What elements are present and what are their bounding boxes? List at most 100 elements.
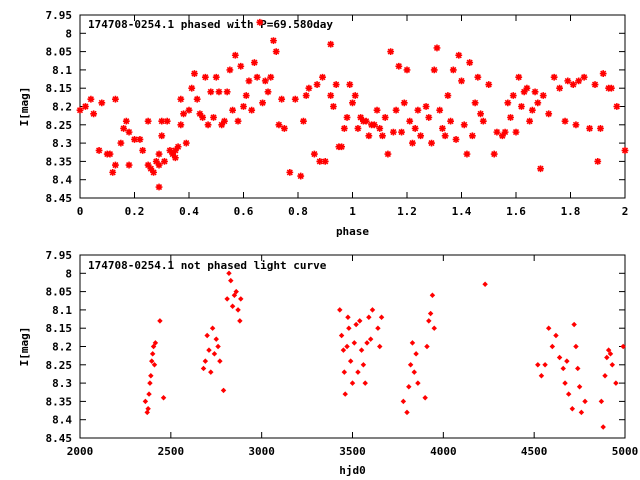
- data-point: [539, 92, 547, 99]
- data-point: [253, 73, 261, 81]
- data-point: [231, 292, 238, 298]
- data-point: [112, 95, 119, 103]
- data-point: [429, 292, 436, 298]
- data-point: [144, 409, 150, 416]
- data-point: [144, 117, 152, 125]
- data-point: [327, 40, 335, 48]
- data-point: [582, 398, 588, 405]
- data-point: [117, 139, 125, 147]
- x-tick-label: 4500: [521, 445, 548, 458]
- y-tick-label: 8.35: [46, 155, 73, 168]
- data-point: [403, 66, 411, 74]
- data-point: [286, 168, 294, 176]
- data-point: [149, 358, 155, 364]
- data-point: [373, 106, 381, 114]
- data-point: [404, 409, 410, 416]
- data-point: [366, 314, 372, 320]
- x-tick-label: 0.4: [179, 205, 199, 218]
- x-tick-label: 2: [622, 205, 629, 218]
- data-point: [490, 150, 498, 158]
- x-tick-label: 5000: [612, 445, 639, 458]
- data-point: [171, 147, 179, 154]
- data-point: [387, 48, 395, 55]
- y-tick-label: 8.15: [46, 82, 73, 95]
- data-point: [509, 92, 517, 99]
- data-point: [158, 132, 166, 140]
- data-point: [357, 114, 365, 121]
- data-point: [370, 121, 378, 129]
- data-point: [206, 347, 212, 353]
- data-point: [498, 132, 506, 140]
- data-point: [360, 362, 367, 368]
- data-point: [471, 99, 479, 107]
- data-point: [447, 117, 454, 125]
- data-point: [139, 147, 147, 154]
- y-tick-label: 8.3: [52, 377, 72, 390]
- data-point: [235, 307, 241, 313]
- data-point: [229, 303, 236, 309]
- data-point: [224, 296, 230, 302]
- data-point: [358, 347, 365, 353]
- data-point: [332, 81, 340, 88]
- data-point: [270, 37, 277, 45]
- data-point: [136, 136, 144, 143]
- data-point: [364, 340, 370, 346]
- data-point: [185, 106, 193, 114]
- data-point: [620, 343, 626, 350]
- data-point: [146, 391, 152, 397]
- data-point: [395, 62, 403, 70]
- data-point: [458, 77, 465, 85]
- data-point: [564, 358, 570, 364]
- data-point: [169, 150, 177, 158]
- data-point: [90, 110, 98, 118]
- data-point: [338, 143, 345, 151]
- data-point: [542, 362, 548, 368]
- y-tick-label: 8.4: [52, 414, 72, 427]
- data-point: [125, 128, 133, 136]
- data-point: [389, 128, 397, 136]
- y-tick-label: 8.2: [52, 341, 72, 354]
- data-point: [174, 143, 182, 151]
- data-point: [351, 92, 359, 99]
- data-point: [422, 395, 428, 401]
- x-tick-label: 0.8: [288, 205, 308, 218]
- x-tick-label: 2000: [67, 445, 94, 458]
- data-point: [210, 114, 217, 121]
- data-point: [409, 139, 416, 147]
- data-point: [362, 380, 368, 386]
- data-point: [415, 380, 421, 386]
- data-point: [518, 103, 525, 110]
- data-point: [569, 81, 577, 88]
- data-point: [199, 114, 207, 121]
- data-point: [534, 99, 542, 107]
- data-point: [479, 117, 487, 125]
- data-point: [436, 106, 444, 114]
- data-point: [400, 99, 408, 107]
- y-tick-label: 8.2: [52, 101, 72, 114]
- y-tick-label: 8.1: [52, 304, 72, 317]
- data-point: [200, 365, 207, 372]
- data-point: [538, 373, 545, 379]
- data-point: [400, 398, 407, 405]
- data-point: [264, 88, 272, 96]
- data-point: [347, 358, 354, 364]
- data-point: [561, 117, 569, 125]
- data-point: [95, 147, 103, 154]
- data-point: [520, 88, 528, 96]
- data-point: [147, 380, 153, 386]
- data-point: [607, 351, 614, 357]
- data-point: [233, 288, 239, 295]
- data-point: [160, 395, 167, 401]
- data-point: [545, 325, 552, 331]
- data-point: [569, 405, 576, 412]
- data-point: [349, 99, 356, 107]
- x-tick-label: 3000: [248, 445, 275, 458]
- data-point: [188, 84, 196, 92]
- data-point: [346, 81, 354, 88]
- data-point: [512, 128, 520, 136]
- data-point: [177, 121, 185, 129]
- data-point: [234, 117, 242, 125]
- data-point: [398, 128, 405, 136]
- data-point: [560, 365, 566, 372]
